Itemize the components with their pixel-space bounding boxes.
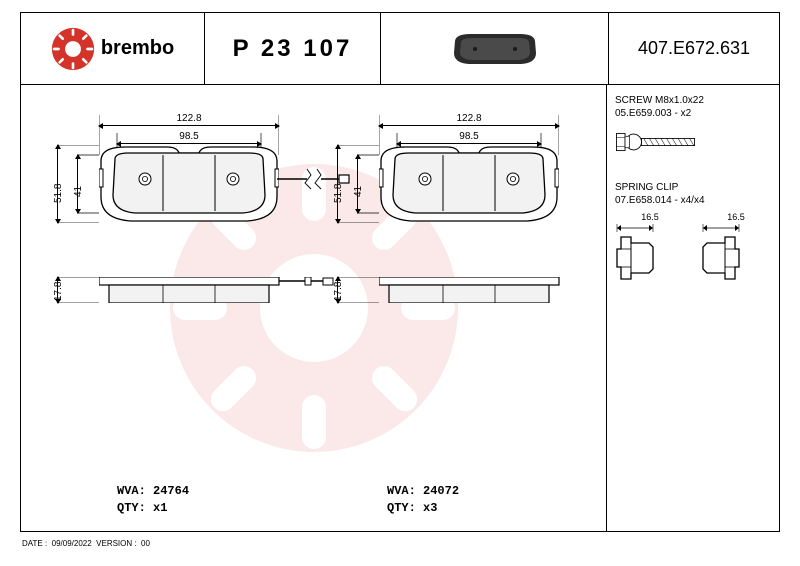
screw-icon: [615, 129, 701, 155]
pad-side-svg: [379, 277, 563, 303]
accessories-column: SCREW M8x1.0x22 05.E659.003 - x2: [607, 85, 779, 531]
footer-version-label: VERSION :: [96, 539, 136, 548]
clip-code: 07.E658.014 - x4/x4: [615, 195, 771, 206]
brembo-logo-icon: [51, 27, 95, 71]
pad-left-side: [99, 277, 283, 303]
clip-dim-bar: [701, 224, 741, 232]
screw-section: SCREW M8x1.0x22 05.E659.003 - x2: [615, 95, 771, 158]
witness-lines-v: [57, 145, 99, 223]
product-image-cell: [381, 13, 609, 84]
clip-dim: 16.5: [727, 212, 745, 222]
qty-label: QTY:: [387, 501, 416, 515]
brand-cell: brembo: [21, 13, 205, 84]
body: 122.8 98.5 51.8: [21, 85, 779, 531]
clip-dim: 16.5: [641, 212, 659, 222]
reference-cell: 407.E672.631: [609, 13, 779, 84]
footer-version: 00: [141, 539, 150, 548]
clips-row: 16.5: [615, 212, 771, 284]
drawing-area: 122.8 98.5 51.8: [21, 85, 607, 531]
pad-face-svg: [379, 145, 559, 223]
wva-label: WVA:: [387, 484, 416, 498]
clip-title: SPRING CLIP: [615, 182, 771, 193]
pad-thumbnail-icon: [450, 31, 540, 67]
wva-right: WVA: 24072 QTY: x3: [387, 483, 459, 517]
pad-left-group: 122.8 98.5 51.8: [51, 145, 291, 303]
footer-date-label: DATE :: [22, 539, 47, 548]
qty-value: x1: [153, 501, 167, 515]
footer: DATE : 09/09/2022 VERSION : 00: [22, 539, 150, 548]
footer-date: 09/09/2022: [52, 539, 92, 548]
wva-label: WVA:: [117, 484, 146, 498]
clip-section: SPRING CLIP 07.E658.014 - x4/x4 16.5: [615, 182, 771, 284]
pad-right-side: [379, 277, 563, 303]
clip-left: 16.5: [615, 212, 685, 284]
clip-dim-bar: [615, 224, 655, 232]
part-number-cell: P 23 107: [205, 13, 381, 84]
witness-t: [57, 277, 99, 303]
clip-right: 16.5: [701, 212, 771, 284]
pad-face-svg: [99, 145, 279, 223]
wva-value: 24764: [153, 484, 189, 498]
qty-value: x3: [423, 501, 437, 515]
pad-side-svg: [99, 277, 339, 303]
reference-number: 407.E672.631: [638, 38, 750, 59]
clip-icon: [701, 235, 741, 281]
drawing-sheet: brembo P 23 107 407.E672.631: [20, 12, 780, 532]
clip-icon: [615, 235, 655, 281]
pad-left-face: [99, 145, 279, 223]
pad-right-face: [379, 145, 559, 223]
pad-right-group: 122.8 98.5 51.8 41: [331, 145, 571, 303]
header: brembo P 23 107 407.E672.631: [21, 13, 779, 85]
wva-value: 24072: [423, 484, 459, 498]
witness-lines-v: [337, 145, 379, 223]
qty-label: QTY:: [117, 501, 146, 515]
brand-name: brembo: [101, 37, 174, 60]
part-number: P 23 107: [233, 35, 353, 63]
witness-t: [337, 277, 379, 303]
wva-left: WVA: 24764 QTY: x1: [117, 483, 189, 517]
screw-title: SCREW M8x1.0x22: [615, 95, 771, 106]
screw-code: 05.E659.003 - x2: [615, 108, 771, 119]
